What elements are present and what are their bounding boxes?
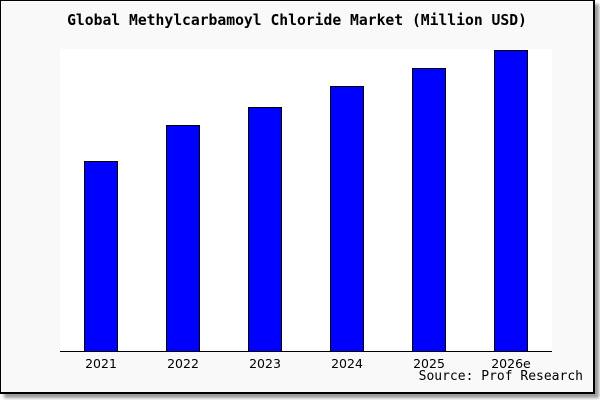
- chart-title: Global Methylcarbamoyl Chloride Market (…: [67, 12, 527, 29]
- bar-2021: [84, 161, 118, 351]
- x-tick-label-2022: 2022: [167, 356, 199, 371]
- bar-2023: [248, 107, 282, 351]
- bar-2022: [166, 125, 200, 351]
- plot-area: [60, 49, 552, 352]
- bar-2026e: [494, 50, 528, 351]
- bar-2025: [412, 68, 446, 351]
- source-label: Source: Prof Research: [418, 369, 583, 384]
- bar-2024: [330, 86, 364, 351]
- chart-card: Global Methylcarbamoyl Chloride Market (…: [0, 0, 595, 394]
- x-tick-label-2023: 2023: [249, 356, 281, 371]
- x-tick-label-2025: 2025: [413, 356, 445, 371]
- x-tick-label-2021: 2021: [85, 356, 117, 371]
- x-tick-label-2026e: 2026e: [491, 356, 531, 371]
- x-tick-label-2024: 2024: [331, 356, 363, 371]
